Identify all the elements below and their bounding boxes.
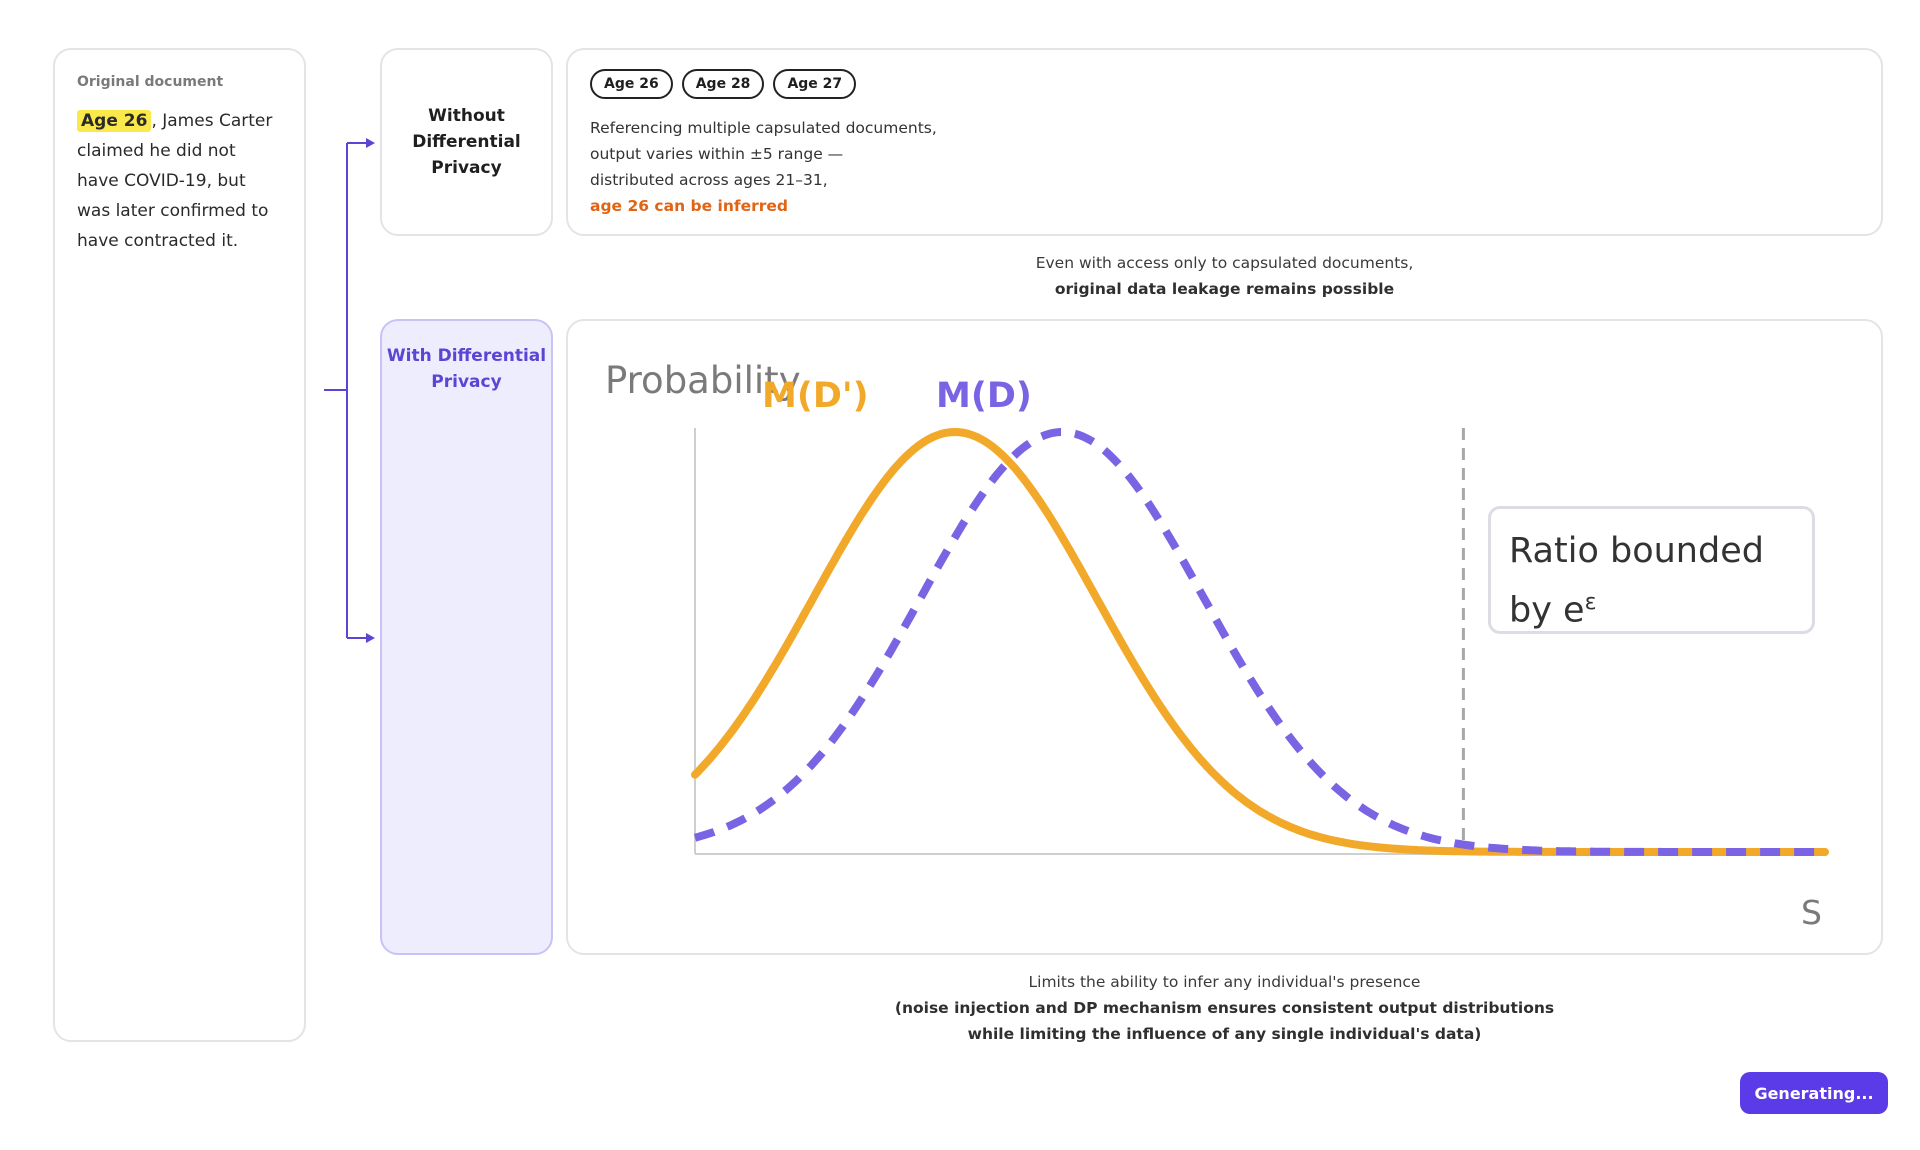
dp-distribution-chart-panel: Probability S M(D') M(D) Ratio bounded b… (566, 319, 1883, 955)
original-document-body: , James Carter claimed he did not have C… (77, 111, 273, 251)
caption-line: Limits the ability to infer any individu… (1028, 973, 1421, 991)
age-chip: Age 27 (773, 69, 857, 99)
original-document-heading: Original document (77, 74, 224, 90)
caption-emphasis: (noise injection and DP mechanism ensure… (894, 999, 1555, 1017)
age-chip: Age 28 (681, 69, 765, 99)
dp-caption: Limits the ability to infer any individu… (566, 969, 1883, 1047)
with-dp-label: With Differential Privacy (386, 346, 547, 392)
series-label-md-prime: M(D') (762, 376, 869, 416)
branch-connector (324, 138, 375, 643)
with-dp-label-box: With Differential Privacy (380, 319, 553, 955)
inference-warning: age 26 can be inferred (590, 197, 789, 215)
series-line-md (693, 428, 1825, 856)
description-line: Referencing multiple capsulated document… (590, 119, 937, 137)
description-line: output varies within ±5 range — (590, 145, 844, 163)
arrow-right-icon (366, 138, 375, 148)
description-line: distributed across ages 21–31, (590, 171, 828, 189)
x-axis-label: S (1801, 893, 1822, 932)
without-dp-label: Without Differential Privacy (412, 106, 521, 178)
series-label-md: M(D) (936, 376, 1032, 416)
age-chip: Age 26 (590, 69, 673, 99)
age-chips: Age 26 Age 28 Age 27 (590, 69, 1859, 99)
y-axis-label: Probability (605, 359, 801, 402)
original-document-text: Age 26, James Carter claimed he did not … (77, 106, 282, 256)
series-line-md-prime (691, 427, 1829, 856)
ratio-annotation: Ratio bounded by eε (1488, 506, 1815, 634)
caption-line: Even with access only to capsulated docu… (1035, 254, 1414, 272)
caption-emphasis: while limiting the influence of any sing… (967, 1025, 1482, 1043)
arrow-right-icon (366, 633, 375, 643)
epsilon-symbol: ε (1584, 590, 1597, 615)
original-document-panel: Original document Age 26, James Carter c… (53, 48, 306, 1042)
ratio-annotation-text: Ratio bounded by e (1509, 531, 1764, 631)
leakage-caption: Even with access only to capsulated docu… (566, 250, 1883, 302)
caption-emphasis: original data leakage remains possible (1054, 280, 1395, 298)
without-dp-content: Age 26 Age 28 Age 27 Referencing multipl… (566, 48, 1883, 236)
distribution-chart: Probability S M(D') M(D) (605, 359, 1829, 932)
generate-button[interactable]: Generating... (1740, 1072, 1888, 1114)
without-dp-description: Referencing multiple capsulated document… (590, 115, 1859, 219)
without-dp-label-box: Without Differential Privacy (380, 48, 553, 236)
age-highlight: Age 26 (77, 110, 152, 132)
